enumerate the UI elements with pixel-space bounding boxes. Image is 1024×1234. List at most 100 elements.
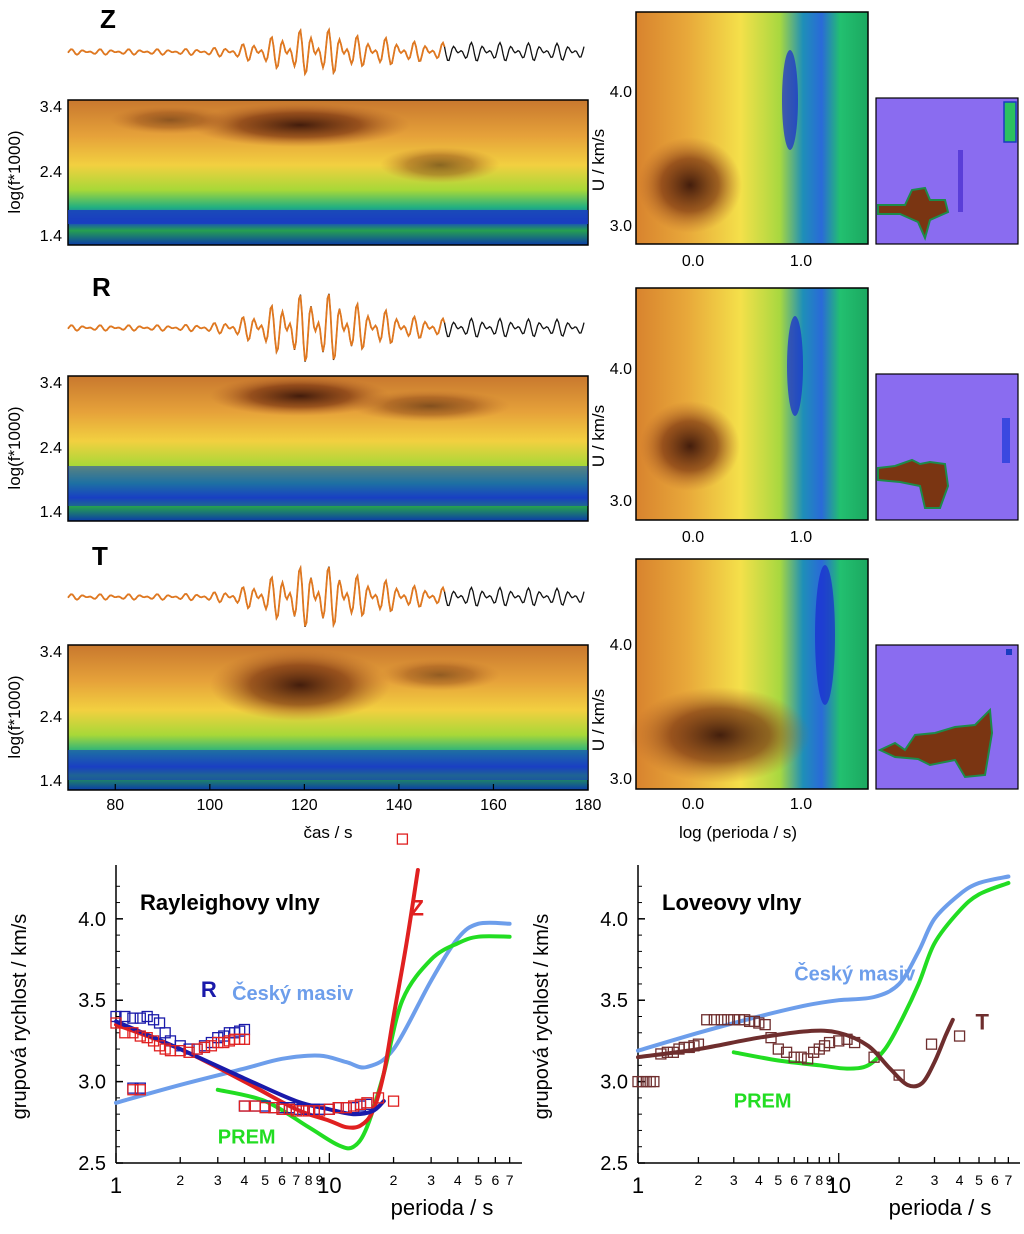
spectrogram-r — [67, 375, 589, 522]
u-tick-t-40: 4.0 — [610, 637, 632, 654]
data-point — [759, 1018, 771, 1031]
logp-tick-z-0: 0.0 — [682, 253, 704, 270]
data-point — [340, 1102, 352, 1114]
y-tick-t-14: 1.4 — [40, 773, 62, 790]
data-point — [323, 1103, 335, 1115]
data-point — [268, 1102, 280, 1114]
annotation-label: R — [201, 977, 217, 1002]
data-point — [893, 1069, 905, 1081]
y-axis-label: grupová rychlost / km/s — [531, 914, 553, 1120]
y-tick-t-34: 3.4 — [40, 644, 62, 661]
data-point — [715, 1014, 727, 1026]
data-point — [249, 1100, 262, 1112]
x-tick-label: 9 — [826, 1172, 834, 1188]
group-velocity-map-z — [635, 11, 869, 245]
annotation-label: PREM — [734, 1091, 792, 1113]
data-point — [191, 1043, 203, 1055]
series-line-0 — [114, 920, 512, 1105]
y-tick-label: 4.0 — [78, 909, 106, 931]
x-tick-label: 7 — [506, 1172, 514, 1188]
data-point — [354, 1098, 367, 1111]
x-tick-label: 8 — [305, 1172, 313, 1188]
data-point — [127, 1027, 139, 1039]
data-point — [387, 1095, 400, 1107]
data-point — [347, 1100, 360, 1112]
u-tick-z-40: 4.0 — [610, 84, 632, 101]
annotation-label: PREM — [218, 1126, 276, 1148]
data-point — [205, 1040, 218, 1052]
seismogram-t-filtered — [67, 564, 446, 629]
data-point — [212, 1036, 224, 1049]
data-point — [119, 1027, 131, 1039]
mode-map-t — [875, 644, 1019, 790]
data-point — [147, 1014, 160, 1026]
x-tick-label: 6 — [790, 1172, 798, 1188]
y-tick-label: 3.0 — [600, 1072, 628, 1094]
component-panel-t: T log(f*1000) 3.4 2.4 1.4 U / km/s 4.0 3… — [5, 541, 1019, 791]
y-tick-label: 3.0 — [78, 1072, 106, 1094]
data-point — [127, 1084, 139, 1096]
data-point — [722, 1014, 734, 1026]
x-tick-label: 10 — [826, 1173, 850, 1198]
x-tick-label: 6 — [278, 1172, 286, 1188]
data-point — [795, 1051, 807, 1063]
data-point — [661, 1046, 673, 1058]
time-tick-label: 140 — [386, 797, 413, 814]
time-axis: 80 100 120 140 160 180 — [106, 784, 601, 814]
time-tick-label: 120 — [291, 797, 318, 814]
mode-map-r — [875, 373, 1019, 521]
time-tick-label: 180 — [575, 797, 602, 814]
annotation-label: Český masiv — [232, 981, 354, 1005]
u-axis-label-t: U / km/s — [589, 689, 608, 751]
u-tick-r-30: 3.0 — [610, 493, 632, 510]
group-velocity-map-t — [630, 558, 869, 790]
y-tick-r-24: 2.4 — [40, 440, 62, 457]
y-tick-r-34: 3.4 — [40, 375, 62, 392]
component-panel-r: R log(f*1000) 3.4 2.4 1.4 U / km/s 4.0 3… — [5, 272, 1019, 546]
u-axis-label-z: U / km/s — [589, 129, 608, 191]
x-tick-label: 1 — [110, 1173, 122, 1198]
y-tick-label: 2.5 — [78, 1153, 106, 1175]
data-point — [701, 1014, 713, 1026]
seismogram-z-filtered — [67, 27, 446, 77]
logp-tick-t-0: 0.0 — [682, 796, 704, 813]
data-point — [183, 1046, 195, 1058]
component-panel-z: Z log(f*1000) 3.4 2.4 1.4 U / km/s 4.0 3… — [5, 4, 1019, 270]
time-axis-label: čas / s — [303, 823, 352, 842]
mode-map-z — [875, 97, 1019, 245]
data-point — [249, 1100, 262, 1112]
x-tick-label: 5 — [261, 1172, 269, 1188]
x-tick-label: 7 — [292, 1172, 300, 1188]
chart-title: Rayleighovy vlny — [140, 890, 321, 915]
x-tick-label: 2 — [895, 1172, 903, 1188]
data-point — [772, 1043, 784, 1055]
annotation-label: Z — [410, 896, 423, 921]
group-velocity-map-r — [635, 287, 869, 521]
data-point — [953, 1030, 966, 1042]
data-point — [655, 1048, 667, 1060]
series-line-1 — [215, 934, 512, 1151]
time-tick-label: 80 — [106, 797, 124, 814]
data-point — [141, 1010, 153, 1023]
x-tick-label: 4 — [956, 1172, 964, 1188]
x-tick-label: 2 — [695, 1172, 703, 1188]
data-point — [238, 1033, 251, 1045]
x-axis-label: perioda / s — [391, 1195, 494, 1220]
data-point — [868, 1051, 880, 1063]
y-axis-label: grupová rychlost / km/s — [9, 914, 31, 1120]
y-axis-label-r: log(f*1000) — [5, 406, 24, 489]
data-point — [788, 1051, 800, 1063]
x-tick-label: 8 — [815, 1172, 823, 1188]
y-tick-r-14: 1.4 — [40, 504, 62, 521]
logp-tick-r-1: 1.0 — [790, 529, 812, 546]
data-point — [119, 1010, 131, 1023]
data-point — [238, 1100, 251, 1112]
annotation-label: Český masiv — [794, 962, 916, 986]
x-tick-label: 9 — [316, 1172, 324, 1188]
x-tick-label: 4 — [241, 1172, 249, 1188]
data-point — [396, 833, 409, 845]
data-point — [198, 1041, 211, 1054]
data-point — [141, 1032, 153, 1044]
x-tick-label: 10 — [317, 1173, 341, 1198]
